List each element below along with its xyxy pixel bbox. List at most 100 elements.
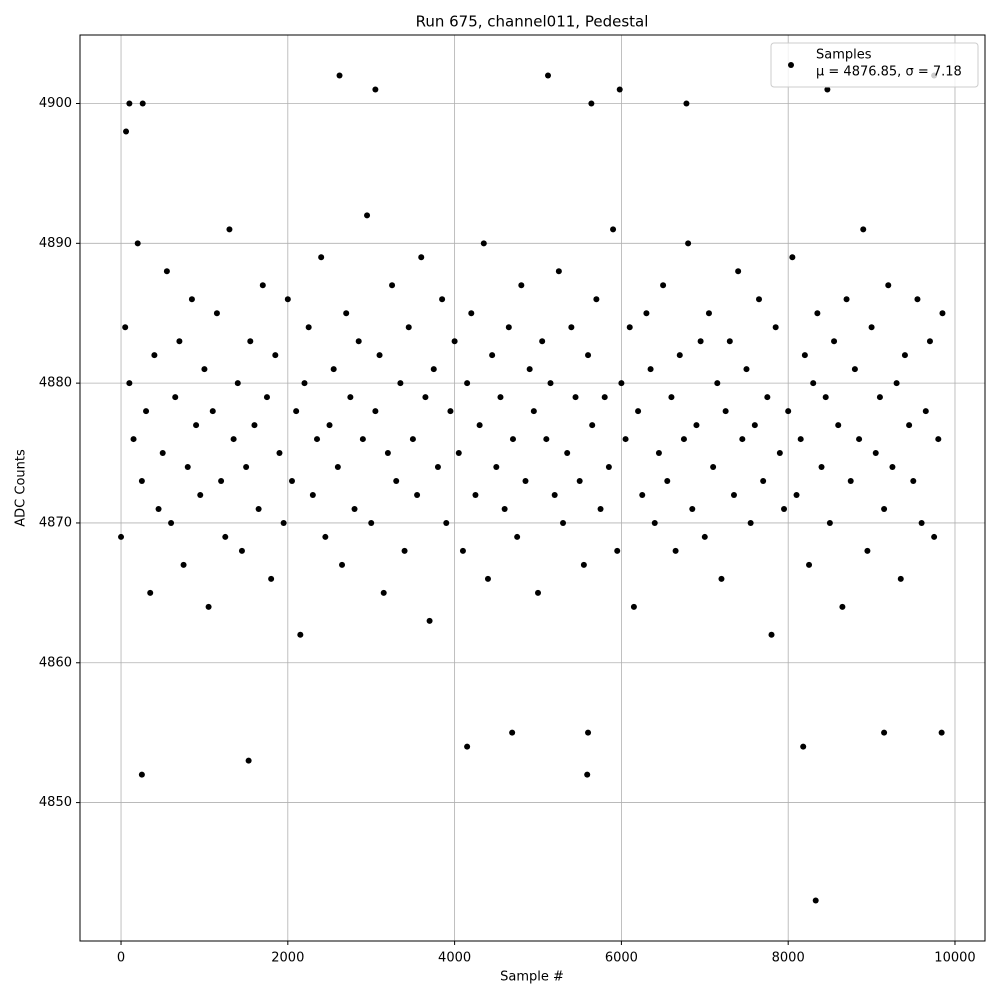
point — [163, 268, 170, 275]
point — [288, 478, 295, 485]
point — [683, 100, 690, 107]
point — [126, 100, 133, 107]
point — [876, 394, 883, 401]
point — [476, 422, 483, 429]
point — [139, 100, 146, 107]
point — [926, 338, 933, 345]
point — [584, 771, 591, 778]
point — [931, 533, 938, 540]
point — [822, 394, 829, 401]
point — [789, 254, 796, 261]
point — [255, 505, 262, 512]
point — [697, 338, 704, 345]
point — [676, 352, 683, 359]
point — [355, 338, 362, 345]
point — [756, 296, 763, 303]
x-axis-label: Sample # — [500, 970, 564, 985]
point — [151, 352, 158, 359]
point — [768, 631, 775, 638]
y-tick-label: 4880 — [39, 376, 72, 391]
point — [409, 436, 416, 443]
x-tick-label: 4000 — [438, 951, 471, 966]
point — [922, 408, 929, 415]
point — [647, 366, 654, 373]
point — [159, 450, 166, 457]
point — [180, 561, 187, 568]
point — [280, 519, 287, 526]
point — [284, 296, 291, 303]
point — [301, 380, 308, 387]
point — [843, 296, 850, 303]
point — [397, 380, 404, 387]
point — [660, 282, 667, 289]
point — [197, 491, 204, 498]
point — [935, 436, 942, 443]
point — [443, 519, 450, 526]
point — [668, 394, 675, 401]
point — [576, 478, 583, 485]
point — [368, 519, 375, 526]
point — [814, 310, 821, 317]
point — [430, 366, 437, 373]
point — [918, 519, 925, 526]
y-tick-label: 4850 — [39, 795, 72, 810]
point — [710, 464, 717, 471]
point — [818, 464, 825, 471]
point — [680, 436, 687, 443]
point — [184, 464, 191, 471]
point — [376, 352, 383, 359]
point — [864, 547, 871, 554]
point — [380, 589, 387, 596]
point — [693, 422, 700, 429]
point — [259, 282, 266, 289]
point — [326, 422, 333, 429]
legend-note: μ = 4876.85, σ = 7.18 — [816, 65, 962, 80]
point — [509, 436, 516, 443]
point — [785, 408, 792, 415]
point — [824, 86, 831, 93]
point — [831, 338, 838, 345]
point — [664, 478, 671, 485]
point — [330, 366, 337, 373]
point — [801, 352, 808, 359]
point — [238, 547, 245, 554]
point — [143, 408, 150, 415]
point — [172, 394, 179, 401]
x-tick-label: 0 — [117, 951, 125, 966]
point — [626, 324, 633, 331]
point — [893, 380, 900, 387]
point — [643, 310, 650, 317]
point — [126, 380, 133, 387]
point — [810, 380, 817, 387]
point — [743, 366, 750, 373]
point — [806, 561, 813, 568]
point — [201, 366, 208, 373]
point — [639, 491, 646, 498]
point — [901, 352, 908, 359]
point — [522, 478, 529, 485]
point — [472, 491, 479, 498]
x-tick-label: 6000 — [605, 951, 638, 966]
point — [551, 491, 558, 498]
point — [205, 603, 212, 610]
point — [364, 212, 371, 219]
point — [426, 617, 433, 624]
point — [234, 380, 241, 387]
point — [564, 450, 571, 457]
point — [539, 338, 546, 345]
y-tick-label: 4860 — [39, 655, 72, 670]
point — [405, 324, 412, 331]
point — [118, 533, 125, 540]
point — [226, 226, 233, 233]
point — [851, 366, 858, 373]
point — [560, 519, 567, 526]
point — [597, 505, 604, 512]
point — [123, 128, 130, 135]
y-tick-label: 4900 — [39, 96, 72, 111]
point — [493, 464, 500, 471]
point — [547, 380, 554, 387]
point — [372, 86, 379, 93]
point — [339, 561, 346, 568]
point — [480, 240, 487, 247]
